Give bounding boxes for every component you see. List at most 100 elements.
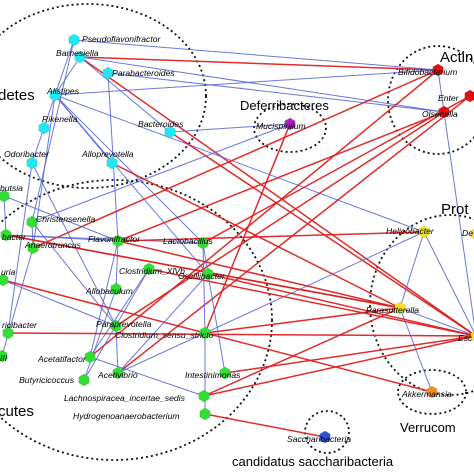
node-rikenella[interactable] (38, 121, 50, 135)
edge-barnesiella-bacteroides (79, 56, 171, 133)
node-label-butyricicoccus: Butyricicoccus (19, 375, 75, 385)
cluster-deferribacteres (253, 103, 327, 153)
edge-allobaculum-butyricicoccus (83, 288, 117, 381)
edge-parabacteroides-flavonifractor (107, 72, 119, 242)
edge-bifidobacterium-anaerotruncus (32, 69, 439, 249)
cluster-outlines (0, 3, 474, 461)
node-intestinimonas[interactable] (219, 366, 231, 380)
edge-enterorhabdus-acetivibrio (117, 95, 471, 374)
node-hydrogenoanaerobacterium[interactable] (199, 407, 211, 421)
node-label-layer: Pseudoflavonifractor Barnesiella Parabacte… (0, 34, 473, 444)
node-label-paraprevotella: Paraprevotella (96, 319, 152, 329)
node-oscillibacter[interactable] (202, 267, 214, 281)
node-clostridium_xivb[interactable] (143, 262, 155, 276)
edge-barnesiella-bifidobacterium (79, 56, 439, 71)
node-romboutsia[interactable] (0, 228, 12, 242)
node-alistipes[interactable] (49, 88, 61, 102)
node-barnesiella[interactable] (74, 50, 86, 64)
node-clostridium_ss[interactable] (199, 326, 211, 340)
node-ruminococcus[interactable] (2, 326, 14, 340)
node-label-mucispirillum: Mucispirillum (256, 121, 306, 131)
group-label-actinobacteria: Actin (440, 49, 473, 66)
group-label-bacteroidetes: detes (0, 87, 35, 104)
edge-intestinimonas-escherichia (224, 335, 474, 374)
node-odoribacter[interactable] (26, 156, 38, 170)
node-christensenella[interactable] (26, 215, 38, 229)
node-acetivibrio[interactable] (112, 366, 124, 380)
edge-oscillibacter-acetivibrio (117, 273, 209, 374)
node-escherichia[interactable] (470, 330, 474, 342)
node-paraprevotella[interactable] (110, 319, 122, 333)
node-label-acetivibrio: Acetivibrio (97, 370, 138, 380)
node-bacteroides[interactable] (164, 125, 176, 139)
edge-barnesiella-olsenella (79, 56, 445, 113)
node-parasutterella[interactable] (394, 301, 406, 315)
node-allobaculum[interactable] (110, 282, 122, 296)
node-olsenella[interactable] (438, 105, 450, 119)
node-acetatifactor[interactable] (84, 350, 96, 364)
edge-lachnospiracea-escherichia (203, 335, 474, 397)
node-label-enterorhabdus: Enter (438, 93, 460, 103)
node-clostridium_iii[interactable] (0, 349, 8, 363)
edge-escherichia-helicobacter (423, 231, 474, 334)
edge-parasutterella-lachnospiracea (203, 307, 401, 397)
edge-barnesiella-alistipes (54, 56, 81, 96)
node-mucispirillum[interactable] (284, 117, 296, 131)
edge-romboutsia-lactobacillus (5, 234, 204, 244)
edge-mucispirillum-clostridium_ss (204, 123, 291, 334)
cluster-bacteroidetes (0, 3, 207, 189)
node-label-lactobacillus: Lactobacillus (163, 236, 213, 246)
node-pseudoflavonifractor[interactable] (68, 33, 80, 47)
node-turicibacter[interactable] (0, 273, 9, 287)
edge-helicobacter-clostridium_ss (204, 231, 425, 334)
node-anaerotruncus[interactable] (27, 241, 39, 255)
node-parabacteroides[interactable] (102, 66, 114, 80)
edge-akkermansia-clostridium_ss (204, 332, 433, 393)
node-saccharibacteria[interactable] (319, 430, 331, 444)
node-label-blautia: butsia (0, 183, 23, 193)
edge-clostridium_ss-acetivibrio (117, 332, 206, 374)
edge-alistipes-lactobacillus (54, 94, 204, 244)
edge-parabacteroides-olsenella (107, 72, 445, 113)
node-desulfovibrio[interactable] (470, 228, 474, 240)
node-label-romboutsia: bacter (2, 232, 27, 242)
node-label-clostridium_xivb: Clostridium_XlVb (119, 266, 185, 276)
node-label-olsenella: Olsenella (422, 109, 458, 119)
node-bifidobacterium[interactable] (432, 63, 444, 77)
edge-layer (1, 39, 474, 438)
cluster-saccharibacteria (304, 410, 350, 454)
cluster-actinobacteria (387, 45, 474, 155)
edge-pseudoflavonifractor-christensenella (31, 39, 75, 223)
cluster-proteobacteria (369, 214, 474, 396)
node-lachnospiracea[interactable] (198, 389, 210, 403)
node-alloprevotella[interactable] (106, 156, 118, 170)
node-blautia[interactable] (0, 189, 10, 203)
node-label-clostridium_iii: III (0, 353, 8, 363)
node-label-saccharibacteria: Saccharibacteria (287, 434, 351, 444)
group-label-saccharibacteria: candidatus saccharibacteria (232, 454, 394, 469)
edge-clostridium_xivb-acetatifactor (89, 268, 150, 358)
node-butyricicoccus[interactable] (78, 373, 90, 387)
edge-alistipes-bifidobacterium (54, 69, 439, 96)
edge-odoribacter-ruminococcus (7, 162, 33, 334)
edge-rikenella-alistipes (43, 94, 56, 129)
edge-parasutterella-escherichia (399, 307, 474, 336)
node-enterorhabdus[interactable] (464, 89, 474, 103)
node-helicobacter[interactable] (418, 225, 430, 239)
node-flavonifractor[interactable] (112, 234, 124, 248)
cluster-verrucomicrobia (397, 369, 467, 415)
node-akkermansia[interactable] (426, 385, 438, 399)
edge-ruminococcus-escherichia (7, 332, 474, 337)
node-label-bacteroides: Bacteroides (138, 119, 184, 129)
edge-barnesiella-escherichia (79, 56, 474, 336)
node-label-desulfovibrio: De (462, 228, 473, 238)
node-label-christensenella: Christensenella (36, 214, 95, 224)
group-label-deferribacteres: Deferribacteres (240, 98, 329, 113)
edge-flavonifractor-allobaculum (115, 240, 119, 290)
group-label-verrucomicrobia: Verrucom (400, 420, 456, 435)
group-label-layer: detes Deferribacteres Actin Prot cutes V… (0, 49, 473, 469)
edge-escherichia-oscillibacter (207, 273, 474, 337)
node-lactobacillus[interactable] (197, 236, 209, 250)
edge-helicobacter-parasutterella (399, 231, 425, 309)
group-label-proteobacteria: Prot (441, 201, 469, 218)
